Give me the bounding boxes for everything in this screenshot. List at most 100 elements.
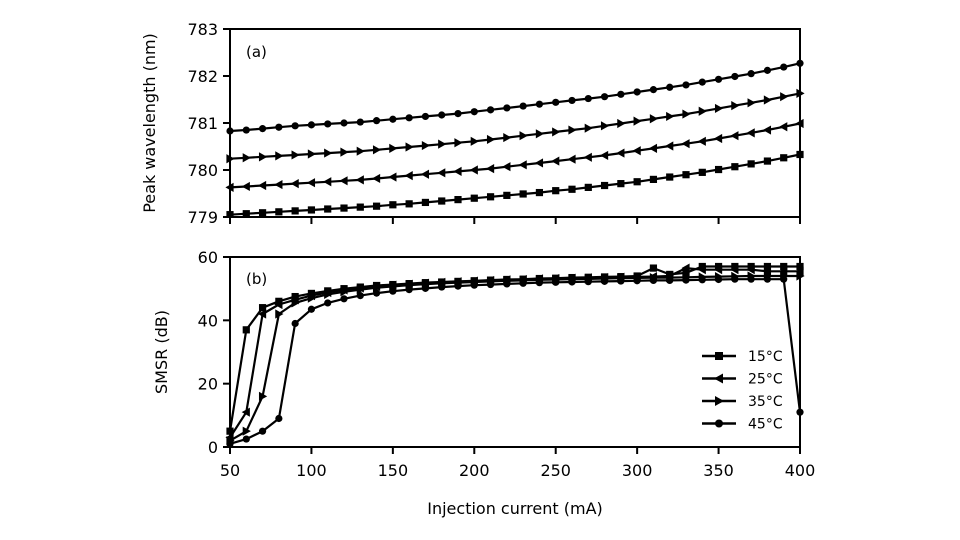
circle-marker-icon [291, 319, 299, 328]
plot-area [225, 262, 805, 448]
triangle-left-marker-icon [762, 125, 772, 135]
legend-item: 15°C [702, 349, 783, 365]
circle-marker-icon [356, 292, 364, 300]
circle-marker-icon [519, 102, 527, 110]
y-axis-label: Peak wavelength (nm) [140, 33, 159, 213]
circle-marker-icon [715, 419, 723, 428]
legend-label: 45°C [748, 417, 783, 433]
triangle-right-marker-icon [291, 150, 300, 160]
x-axis-label: Injection current (mA) [427, 499, 603, 518]
square-marker-icon [258, 209, 267, 217]
square-marker-icon [503, 191, 511, 199]
series-line [229, 153, 801, 216]
triangle-right-marker-icon [633, 116, 642, 126]
circle-marker-icon [454, 282, 462, 290]
square-marker-icon [470, 194, 478, 202]
panel-label: (a) [246, 43, 267, 61]
square-marker-icon [340, 204, 348, 212]
y-tick-label: 40 [198, 311, 218, 330]
circle-marker-icon [763, 275, 772, 283]
square-marker-icon [486, 193, 495, 201]
circle-marker-icon [324, 299, 332, 307]
circle-marker-icon [617, 90, 625, 98]
square-marker-icon [242, 326, 250, 334]
triangle-left-marker-icon [567, 154, 576, 164]
circle-marker-icon [633, 88, 641, 96]
circle-marker-icon [731, 72, 739, 81]
triangle-left-marker-icon [290, 179, 299, 189]
x-tick-label: 50 [220, 461, 240, 480]
circle-marker-icon [307, 121, 316, 129]
square-marker-icon [649, 264, 658, 272]
square-marker-icon [600, 181, 609, 190]
square-marker-icon [682, 269, 690, 277]
square-marker-icon [291, 207, 299, 215]
triangle-left-marker-icon [453, 166, 462, 177]
legend-item: 35°C [702, 394, 783, 410]
y-tick-label: 780 [187, 161, 218, 180]
triangle-left-marker-icon [583, 152, 592, 162]
circle-marker-icon [258, 427, 267, 435]
triangle-left-marker-icon [746, 265, 755, 275]
series-45c [226, 275, 804, 448]
circle-marker-icon [731, 275, 739, 283]
circle-marker-icon [389, 115, 397, 123]
triangle-right-marker-icon [747, 98, 756, 108]
triangle-right-marker-icon [454, 138, 463, 148]
circle-marker-icon [405, 114, 413, 122]
triangle-left-marker-icon [339, 176, 348, 186]
series-35c [226, 88, 805, 164]
triangle-right-marker-icon [731, 101, 740, 111]
y-tick-label: 781 [187, 114, 218, 133]
legend-label: 35°C [748, 394, 783, 410]
circle-marker-icon [682, 81, 690, 89]
circle-marker-icon [242, 435, 250, 443]
triangle-left-marker-icon [257, 309, 267, 319]
square-marker-icon [747, 160, 755, 168]
circle-marker-icon [470, 281, 478, 289]
square-marker-icon [617, 180, 625, 188]
square-marker-icon [714, 165, 723, 174]
circle-marker-icon [649, 86, 658, 94]
circle-marker-icon [747, 275, 755, 283]
circle-marker-icon [698, 276, 706, 284]
square-marker-icon [275, 208, 283, 216]
triangle-right-marker-icon [389, 143, 398, 153]
panel-b-smsr: 0 20 40 60 50 100 150 200 250 300 350 400 SMSR (dB) (… [152, 248, 815, 518]
circle-marker-icon [666, 83, 674, 91]
x-tick-label: 400 [785, 461, 816, 480]
circle-marker-icon [552, 98, 560, 106]
series-45c [226, 59, 804, 135]
square-marker-icon [714, 262, 723, 271]
circle-marker-icon [535, 100, 544, 108]
triangle-right-marker-icon [356, 146, 365, 156]
triangle-left-marker-icon [404, 171, 413, 181]
circle-marker-icon [291, 122, 299, 130]
triangle-left-marker-icon [551, 156, 560, 166]
triangle-left-marker-icon [730, 265, 739, 275]
square-marker-icon [780, 154, 788, 162]
circle-marker-icon [633, 277, 641, 285]
triangle-left-marker-icon [714, 373, 723, 384]
series-line [229, 62, 801, 133]
series-line [229, 274, 800, 442]
circle-marker-icon [486, 280, 495, 289]
circle-marker-icon [275, 414, 283, 423]
circle-marker-icon [600, 93, 609, 101]
triangle-left-marker-icon [257, 180, 267, 191]
circle-marker-icon [421, 112, 430, 121]
triangle-right-marker-icon [714, 103, 724, 114]
x-tick-label: 350 [703, 461, 734, 480]
square-marker-icon [715, 352, 723, 360]
triangle-right-marker-icon [617, 118, 626, 129]
triangle-left-marker-icon [241, 181, 250, 192]
triangle-right-marker-icon [519, 131, 528, 141]
y-tick-label: 782 [187, 67, 218, 86]
triangle-left-marker-icon [681, 139, 690, 149]
legend-label: 15°C [748, 349, 783, 365]
square-marker-icon [584, 183, 592, 191]
triangle-left-marker-icon [648, 143, 658, 153]
square-marker-icon [780, 262, 788, 271]
square-marker-icon [698, 168, 706, 176]
triangle-left-marker-icon [518, 160, 527, 170]
